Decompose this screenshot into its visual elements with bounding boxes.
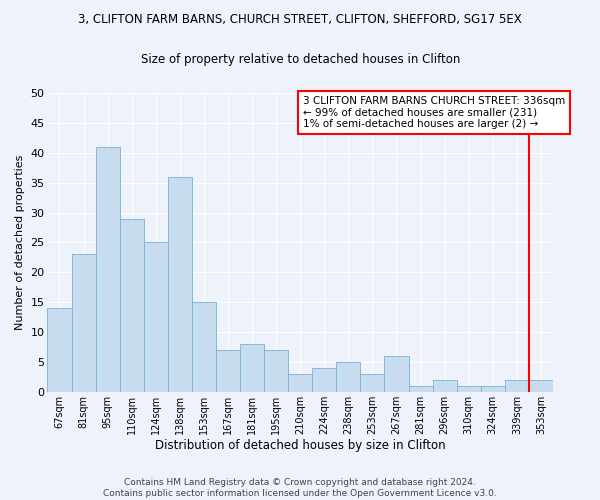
Bar — [336, 362, 361, 392]
Bar — [409, 386, 433, 392]
Bar — [529, 380, 553, 392]
Bar — [481, 386, 505, 392]
Bar — [264, 350, 288, 392]
Bar — [361, 374, 385, 392]
Bar — [385, 356, 409, 392]
Bar — [216, 350, 240, 392]
Bar — [95, 147, 119, 392]
Bar — [457, 386, 481, 392]
Text: 3 CLIFTON FARM BARNS CHURCH STREET: 336sqm
← 99% of detached houses are smaller : 3 CLIFTON FARM BARNS CHURCH STREET: 336s… — [303, 96, 565, 129]
Bar — [505, 380, 529, 392]
Text: Contains HM Land Registry data © Crown copyright and database right 2024.
Contai: Contains HM Land Registry data © Crown c… — [103, 478, 497, 498]
Bar — [71, 254, 95, 392]
Bar — [47, 308, 71, 392]
Text: 3, CLIFTON FARM BARNS, CHURCH STREET, CLIFTON, SHEFFORD, SG17 5EX: 3, CLIFTON FARM BARNS, CHURCH STREET, CL… — [78, 12, 522, 26]
X-axis label: Distribution of detached houses by size in Clifton: Distribution of detached houses by size … — [155, 440, 446, 452]
Bar — [168, 176, 192, 392]
Bar — [192, 302, 216, 392]
Bar — [240, 344, 264, 392]
Bar — [144, 242, 168, 392]
Title: Size of property relative to detached houses in Clifton: Size of property relative to detached ho… — [140, 52, 460, 66]
Y-axis label: Number of detached properties: Number of detached properties — [15, 154, 25, 330]
Bar — [288, 374, 312, 392]
Bar — [119, 218, 144, 392]
Bar — [312, 368, 336, 392]
Bar — [433, 380, 457, 392]
